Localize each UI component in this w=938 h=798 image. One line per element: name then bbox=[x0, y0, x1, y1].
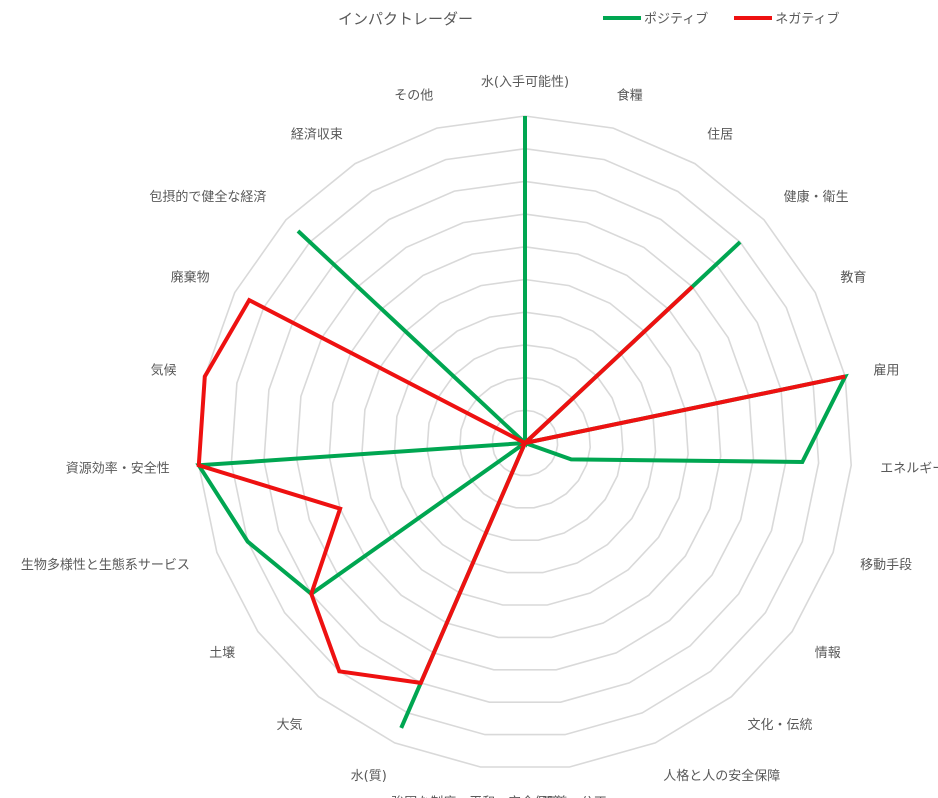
category-label: 正義・公正 bbox=[542, 795, 607, 798]
radar-gridline bbox=[458, 376, 592, 509]
radar-gridline bbox=[230, 147, 820, 736]
category-label: 強固な制度、平和、安全保障 bbox=[391, 795, 560, 798]
category-label: 住居 bbox=[707, 128, 733, 143]
radar-grid bbox=[197, 115, 853, 768]
legend-item-negative: ネガティブ bbox=[734, 8, 839, 27]
category-label: 生物多様性と生態系サービス bbox=[21, 557, 190, 573]
category-label: 人格と人の安全保障 bbox=[663, 768, 780, 784]
category-label: 土壌 bbox=[209, 646, 235, 661]
legend-label-negative: ネガティブ bbox=[775, 12, 840, 27]
chart-title: インパクトレーダー bbox=[338, 10, 474, 28]
category-label: 包摂的で健全な経済 bbox=[149, 189, 266, 205]
radar-gridline bbox=[197, 115, 853, 768]
category-label: その他 bbox=[394, 88, 433, 103]
legend-swatch-positive bbox=[603, 15, 641, 20]
category-label: 教育 bbox=[840, 270, 866, 286]
series-negative-line bbox=[196, 285, 846, 686]
category-label: 食糧 bbox=[617, 87, 643, 103]
category-label: 情報 bbox=[815, 646, 841, 661]
category-label: 健康・衛生 bbox=[784, 189, 849, 205]
radar-gridline bbox=[263, 180, 787, 704]
radar-gridline bbox=[328, 245, 722, 639]
category-label: 廃棄物 bbox=[171, 270, 210, 286]
category-label: 水(質) bbox=[351, 769, 387, 784]
legend-label-positive: ポジティブ bbox=[644, 12, 709, 27]
radar-gridline bbox=[361, 278, 689, 606]
category-label: 水(入手可能性) bbox=[481, 75, 569, 90]
category-label: 経済収束 bbox=[291, 127, 343, 143]
category-labels: 水(入手可能性) 食糧住居健康・衛生教育雇用エネルギー移動手段情報文化・伝統人格と… bbox=[21, 75, 938, 798]
category-label: 移動手段 bbox=[860, 558, 912, 573]
category-label: 気候 bbox=[151, 362, 177, 378]
radar-gridline bbox=[393, 311, 657, 574]
category-label: 文化・伝統 bbox=[748, 718, 813, 733]
legend-item-positive: ポジティブ bbox=[603, 8, 708, 27]
legend-swatch-negative bbox=[734, 15, 773, 20]
category-label: 資源効率・安全性 bbox=[66, 461, 170, 477]
radar-gridline bbox=[295, 213, 755, 671]
radar-gridline bbox=[426, 344, 624, 542]
category-label: 大気 bbox=[276, 717, 302, 733]
category-label: 雇用 bbox=[873, 362, 899, 378]
category-label: エネルギー bbox=[880, 462, 938, 477]
legend: ポジティブ ネガティブ bbox=[603, 8, 839, 27]
